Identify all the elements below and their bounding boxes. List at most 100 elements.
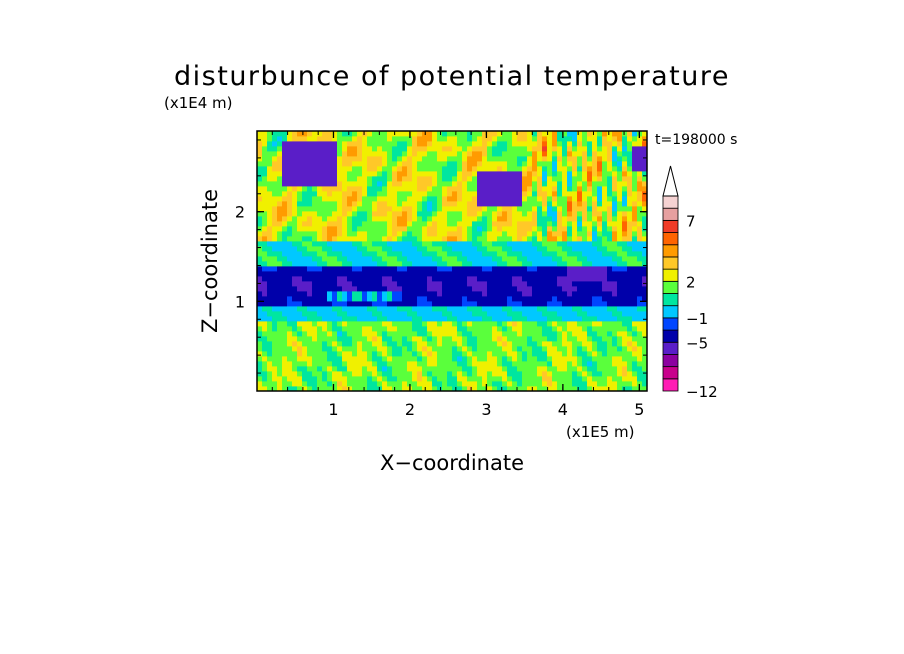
- contour-cell: [367, 146, 373, 152]
- contour-cell: [257, 231, 263, 237]
- contour-cell: [512, 216, 518, 222]
- contour-cell: [312, 311, 318, 317]
- contour-cell: [347, 376, 353, 382]
- contour-cell: [362, 286, 368, 292]
- contour-cell: [507, 186, 513, 192]
- contour-cell: [587, 241, 593, 247]
- contour-cell: [542, 306, 548, 312]
- contour-cell: [587, 251, 593, 257]
- contour-cell: [617, 161, 623, 167]
- contour-cell: [492, 221, 498, 227]
- contour-cell: [382, 256, 388, 262]
- contour-cell: [532, 206, 538, 212]
- contour-cell: [337, 151, 343, 157]
- contour-cell: [367, 206, 373, 212]
- contour-cell: [267, 161, 273, 167]
- contour-cell: [357, 156, 363, 162]
- contour-cell: [447, 236, 453, 242]
- contour-cell: [367, 346, 373, 352]
- contour-cell: [282, 176, 288, 182]
- contour-cell: [532, 351, 538, 357]
- contour-cell: [522, 376, 528, 382]
- contour-cell: [557, 276, 563, 282]
- contour-cell: [622, 131, 628, 137]
- contour-cell: [292, 311, 298, 317]
- contour-cell: [637, 226, 643, 232]
- contour-cell: [587, 301, 593, 307]
- contour-cell: [547, 256, 553, 262]
- contour-cell: [257, 326, 263, 332]
- contour-cell: [502, 236, 508, 242]
- contour-cell: [277, 301, 283, 307]
- contour-cell: [382, 306, 388, 312]
- contour-cell: [442, 361, 448, 367]
- colorbar-swatch: [662, 317, 679, 331]
- contour-cell: [552, 366, 558, 372]
- contour-cell: [387, 376, 393, 382]
- contour-cell: [302, 301, 308, 307]
- contour-cell: [262, 256, 268, 262]
- contour-cell: [612, 311, 618, 317]
- contour-cell: [442, 206, 448, 212]
- contour-cell: [462, 166, 468, 172]
- contour-cell: [472, 216, 478, 222]
- contour-cell: [482, 256, 488, 262]
- contour-cell: [282, 376, 288, 382]
- contour-cell: [277, 211, 283, 217]
- contour-cell: [497, 301, 503, 307]
- contour-cell: [397, 281, 403, 287]
- contour-cell: [357, 151, 363, 157]
- contour-cell: [517, 206, 523, 212]
- contour-cell: [417, 291, 423, 297]
- contour-cell: [547, 371, 553, 377]
- contour-cell: [437, 146, 443, 152]
- contour-cell: [402, 351, 408, 357]
- contour-cell: [577, 251, 583, 257]
- contour-cell: [412, 266, 418, 272]
- contour-cell: [362, 236, 368, 242]
- contour-cell: [622, 251, 628, 257]
- contour-cell: [372, 146, 378, 152]
- contour-cell: [372, 196, 378, 202]
- contour-cell: [557, 226, 563, 232]
- contour-cell: [642, 221, 647, 227]
- contour-cell: [527, 291, 533, 297]
- contour-cell: [322, 296, 328, 302]
- contour-cell: [497, 186, 503, 192]
- contour-cell: [602, 351, 608, 357]
- contour-cell: [342, 146, 348, 152]
- contour-cell: [602, 271, 608, 277]
- contour-cell: [267, 156, 273, 162]
- contour-cell: [592, 231, 598, 237]
- contour-cell: [617, 351, 623, 357]
- contour-cell: [637, 261, 643, 267]
- contour-cell: [437, 276, 443, 282]
- contour-cell: [307, 291, 313, 297]
- contour-cell: [452, 211, 458, 217]
- contour-cell: [602, 296, 608, 302]
- contour-cell: [442, 236, 448, 242]
- contour-cell: [642, 136, 647, 142]
- contour-cell: [632, 211, 638, 217]
- contour-cell: [392, 331, 398, 337]
- contour-cell: [312, 191, 318, 197]
- contour-cell: [557, 231, 563, 237]
- contour-cell: [487, 151, 493, 157]
- contour-cell: [287, 216, 293, 222]
- contour-cell: [427, 151, 433, 157]
- contour-cell: [282, 286, 288, 292]
- contour-cell: [407, 231, 413, 237]
- contour-cell: [297, 271, 303, 277]
- contour-cell: [382, 176, 388, 182]
- contour-cell: [432, 306, 438, 312]
- contour-cell: [487, 381, 493, 387]
- contour-cell: [387, 246, 393, 252]
- contour-cell: [282, 371, 288, 377]
- contour-cell: [597, 151, 603, 157]
- contour-cell: [547, 221, 553, 227]
- contour-cell: [302, 226, 308, 232]
- contour-cell: [322, 331, 328, 337]
- contour-cell: [282, 321, 288, 327]
- contour-cell: [537, 351, 543, 357]
- contour-cell: [437, 301, 443, 307]
